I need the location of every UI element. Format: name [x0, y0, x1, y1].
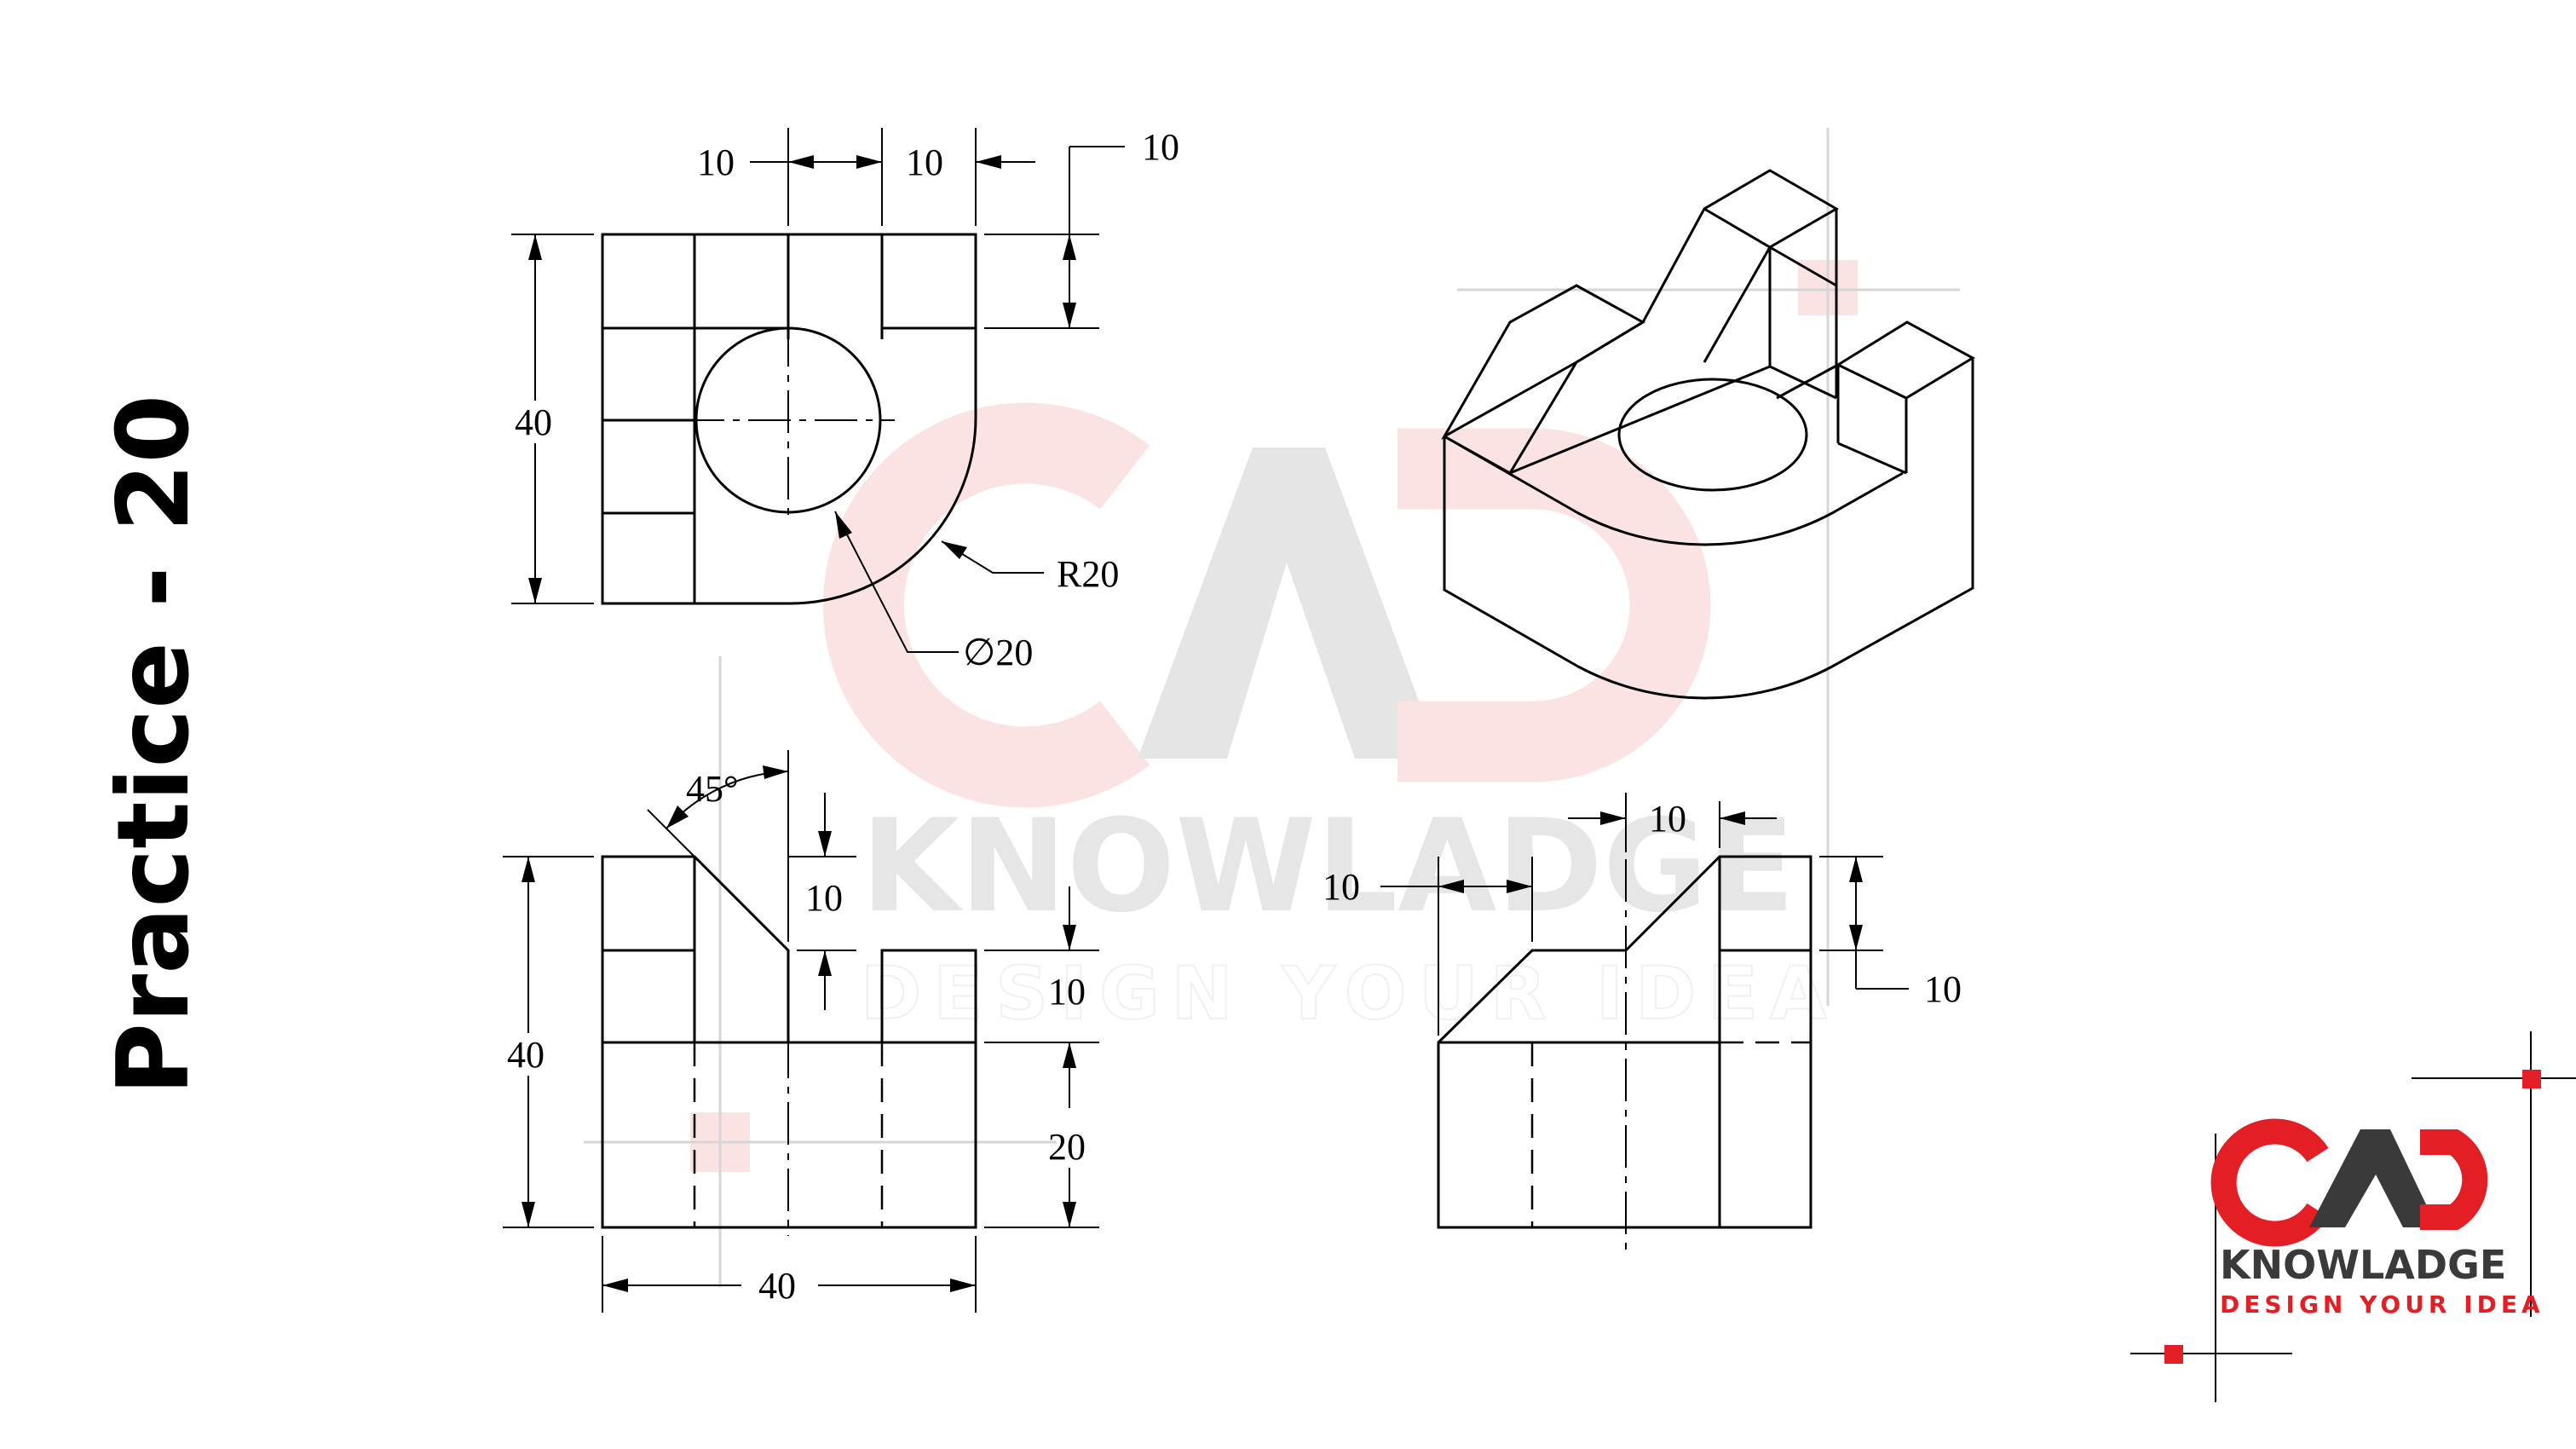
arrowhead: [1438, 880, 1464, 893]
arrowhead: [666, 805, 689, 828]
logo-name: KNOWLADGE: [2220, 1242, 2506, 1288]
top-view: 10 10 10 40 R20 ∅20: [511, 126, 1179, 673]
arrowhead: [1507, 880, 1532, 893]
watermark-a-shape: [1138, 447, 1440, 759]
arrowhead: [835, 511, 852, 539]
dim-side-top-width: 10: [1649, 798, 1686, 840]
arrowhead: [528, 234, 542, 260]
dim-step-height: 10: [1048, 971, 1086, 1013]
iso-back-block-top: [1641, 169, 1840, 323]
iso-base-top-edge: [1444, 435, 1904, 546]
dim-front-width: 40: [758, 1265, 796, 1307]
side-view-outline: [1437, 855, 1812, 1229]
dim-notch-depth: 10: [1142, 126, 1179, 168]
arrowhead: [1063, 1042, 1076, 1068]
dim-side-step: 10: [1924, 968, 1962, 1010]
arrowhead: [522, 1202, 535, 1227]
iso-hole: [1617, 378, 1808, 492]
iso-base-outline: [1443, 358, 1974, 700]
dim-top-width-1: 10: [697, 141, 735, 183]
iso-right-tower-top: [1835, 320, 1976, 400]
iso-edge: [1769, 365, 1837, 400]
arrowhead: [818, 950, 832, 976]
dim-angle: 45°: [686, 768, 739, 810]
iso-edge: [1509, 365, 1771, 475]
dim-top-height: 40: [515, 401, 552, 443]
dim-radius: R20: [1057, 553, 1119, 595]
arrowhead: [1063, 925, 1076, 950]
dim-top-width-2: 10: [906, 141, 943, 183]
watermark-name: KNOWLADGE: [861, 793, 1795, 941]
dim-chamfer-depth: 10: [805, 877, 843, 919]
iso-edge: [1837, 442, 1907, 475]
iso-left-block-top: [1440, 284, 1646, 440]
arrowhead: [856, 155, 882, 169]
logo: KNOWLADGE DESIGN YOUR IDEA: [2130, 1031, 2576, 1402]
arrowhead: [818, 831, 832, 857]
logo-red-square: [2164, 1345, 2183, 1364]
arrowhead: [950, 1279, 976, 1292]
dim-side-offset: 10: [1323, 866, 1360, 908]
extension-line: [647, 809, 695, 857]
arrowhead: [1849, 857, 1863, 882]
arrowhead: [1063, 1202, 1076, 1227]
dim-diameter: ∅20: [963, 632, 1033, 673]
watermark-c-shape: [822, 402, 1150, 808]
arrowhead: [788, 155, 814, 169]
front-view: 45° 10 10 20 40 40: [503, 750, 1099, 1313]
arrowhead: [1720, 811, 1745, 825]
iso-edge: [1769, 245, 1837, 287]
dim-gap: [511, 401, 562, 443]
arrowhead: [602, 1279, 628, 1292]
logo-c-shape: [2210, 1118, 2329, 1247]
arrowhead: [976, 155, 1001, 169]
iso-edge: [1703, 246, 1772, 363]
arrowhead: [763, 765, 788, 779]
dim-base-height: 20: [1048, 1126, 1086, 1168]
arrowhead: [1600, 811, 1626, 825]
dim-gap: [504, 1033, 556, 1076]
logo-tagline: DESIGN YOUR IDEA: [2220, 1290, 2544, 1319]
watermark-d-shape: [1397, 428, 1711, 782]
iso-edge: [1444, 435, 1511, 475]
top-view-outline: [601, 233, 977, 605]
arrowhead: [942, 541, 967, 559]
iso-edge: [1508, 361, 1578, 474]
dim-front-height: 40: [507, 1034, 545, 1076]
leader-line: [834, 511, 959, 653]
arrowhead: [1063, 303, 1076, 328]
arrowhead: [522, 857, 535, 882]
logo-d-shape: [2420, 1129, 2488, 1230]
arrowhead: [1063, 234, 1076, 260]
logo-red-square: [2522, 1070, 2541, 1088]
iso-edge: [1776, 363, 1839, 400]
iso-edge: [1576, 320, 1644, 364]
isometric-view: [1440, 169, 1976, 700]
arrowhead: [1849, 925, 1863, 950]
page-title: Practice - 20: [96, 395, 211, 1095]
arrowhead: [528, 578, 542, 603]
watermark: KNOWLADGE DESIGN YOUR IDEA: [584, 128, 1960, 1287]
front-view-outline: [601, 855, 977, 1229]
logo-a-shape: [2309, 1129, 2437, 1227]
side-view: 10 10 10: [1323, 793, 1962, 1253]
watermark-tagline: DESIGN YOUR IDEA: [861, 951, 1839, 1036]
